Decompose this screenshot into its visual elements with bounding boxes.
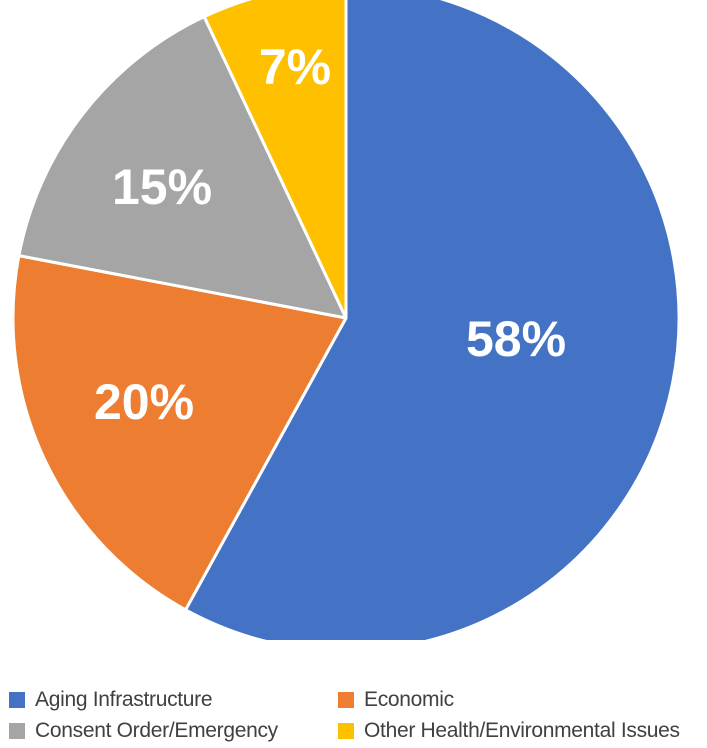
pie-chart-svg: 58% 20% 15% 7% [0,0,707,640]
data-label-aging-infrastructure: 58% [466,311,566,367]
legend-swatch-consent-order-emergency [9,723,25,739]
legend-item-economic: Economic [338,688,454,712]
legend-label-aging-infrastructure: Aging Infrastructure [35,688,212,712]
legend-label-other-health-environmental: Other Health/Environmental Issues [364,719,680,743]
data-label-consent-order-emergency: 15% [112,159,212,215]
legend-item-other-health-environmental: Other Health/Environmental Issues [338,719,680,743]
pie-slices [13,0,679,640]
data-label-economic: 20% [94,374,194,430]
legend-swatch-economic [338,692,354,708]
legend-label-economic: Economic [364,688,454,712]
legend-item-aging-infrastructure: Aging Infrastructure [9,688,212,712]
legend: Aging Infrastructure Economic Consent Or… [0,682,707,748]
legend-swatch-aging-infrastructure [9,692,25,708]
legend-swatch-other-health-environmental [338,723,354,739]
pie-chart: 58% 20% 15% 7% [0,0,707,640]
data-label-other-health-environmental-issues: 7% [259,39,331,95]
legend-item-consent-order-emergency: Consent Order/Emergency [9,719,278,743]
legend-label-consent-order-emergency: Consent Order/Emergency [35,719,278,743]
